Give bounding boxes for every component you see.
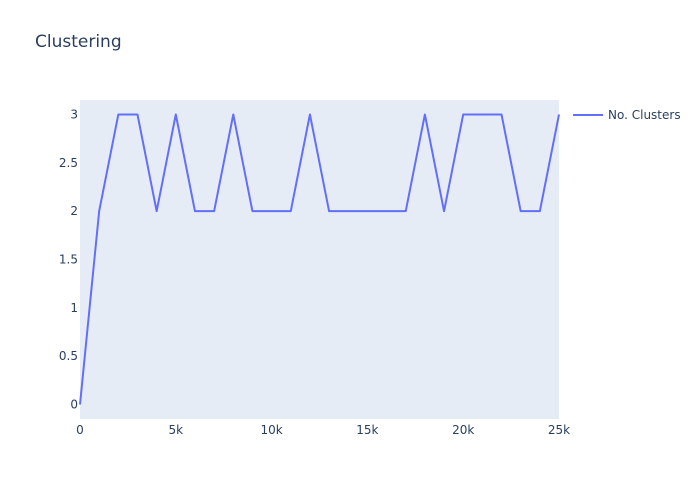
data-point[interactable] <box>326 208 332 214</box>
legend-label: No. Clusters <box>608 108 681 122</box>
data-point[interactable] <box>249 208 255 214</box>
data-point[interactable] <box>307 112 313 118</box>
data-point[interactable] <box>345 208 351 214</box>
data-point[interactable] <box>115 112 121 118</box>
legend[interactable]: No. Clusters <box>573 108 681 122</box>
data-point[interactable] <box>230 112 236 118</box>
y-tick-label: 1.5 <box>59 253 78 267</box>
data-point[interactable] <box>364 208 370 214</box>
data-point[interactable] <box>460 112 466 118</box>
data-point[interactable] <box>518 208 524 214</box>
data-point[interactable] <box>154 208 160 214</box>
plot-area <box>80 100 559 419</box>
data-point[interactable] <box>441 208 447 214</box>
data-point[interactable] <box>134 112 140 118</box>
y-tick-label: 3 <box>70 108 78 122</box>
x-tick-label: 5k <box>169 423 184 437</box>
data-point[interactable] <box>537 208 543 214</box>
x-axis-ticks: 0 5k 10k 15k 20k 25k <box>76 423 570 437</box>
data-point[interactable] <box>403 208 409 214</box>
data-point[interactable] <box>211 208 217 214</box>
y-tick-label: 0 <box>70 398 78 412</box>
data-point[interactable] <box>288 208 294 214</box>
series-line[interactable] <box>79 113 560 405</box>
y-tick-label: 2.5 <box>59 156 78 170</box>
y-tick-label: 1 <box>70 301 78 315</box>
data-point[interactable] <box>173 112 179 118</box>
data-point[interactable] <box>192 208 198 214</box>
x-tick-label: 10k <box>260 423 282 437</box>
y-tick-label: 2 <box>70 204 78 218</box>
data-point[interactable] <box>422 112 428 118</box>
data-point[interactable] <box>499 112 505 118</box>
data-point[interactable] <box>269 208 275 214</box>
data-point[interactable] <box>479 112 485 118</box>
data-point[interactable] <box>96 208 102 214</box>
data-point[interactable] <box>77 402 83 408</box>
x-tick-label: 15k <box>356 423 378 437</box>
chart-title: Clustering <box>35 32 122 52</box>
x-tick-label: 0 <box>76 423 84 437</box>
y-tick-label: 0.5 <box>59 349 78 363</box>
x-tick-label: 25k <box>548 423 570 437</box>
series-layer <box>77 112 562 408</box>
data-point[interactable] <box>556 112 562 118</box>
y-axis-ticks: 0 0.5 1 1.5 2 2.5 3 <box>59 108 78 412</box>
x-tick-label: 20k <box>452 423 474 437</box>
data-point[interactable] <box>384 208 390 214</box>
